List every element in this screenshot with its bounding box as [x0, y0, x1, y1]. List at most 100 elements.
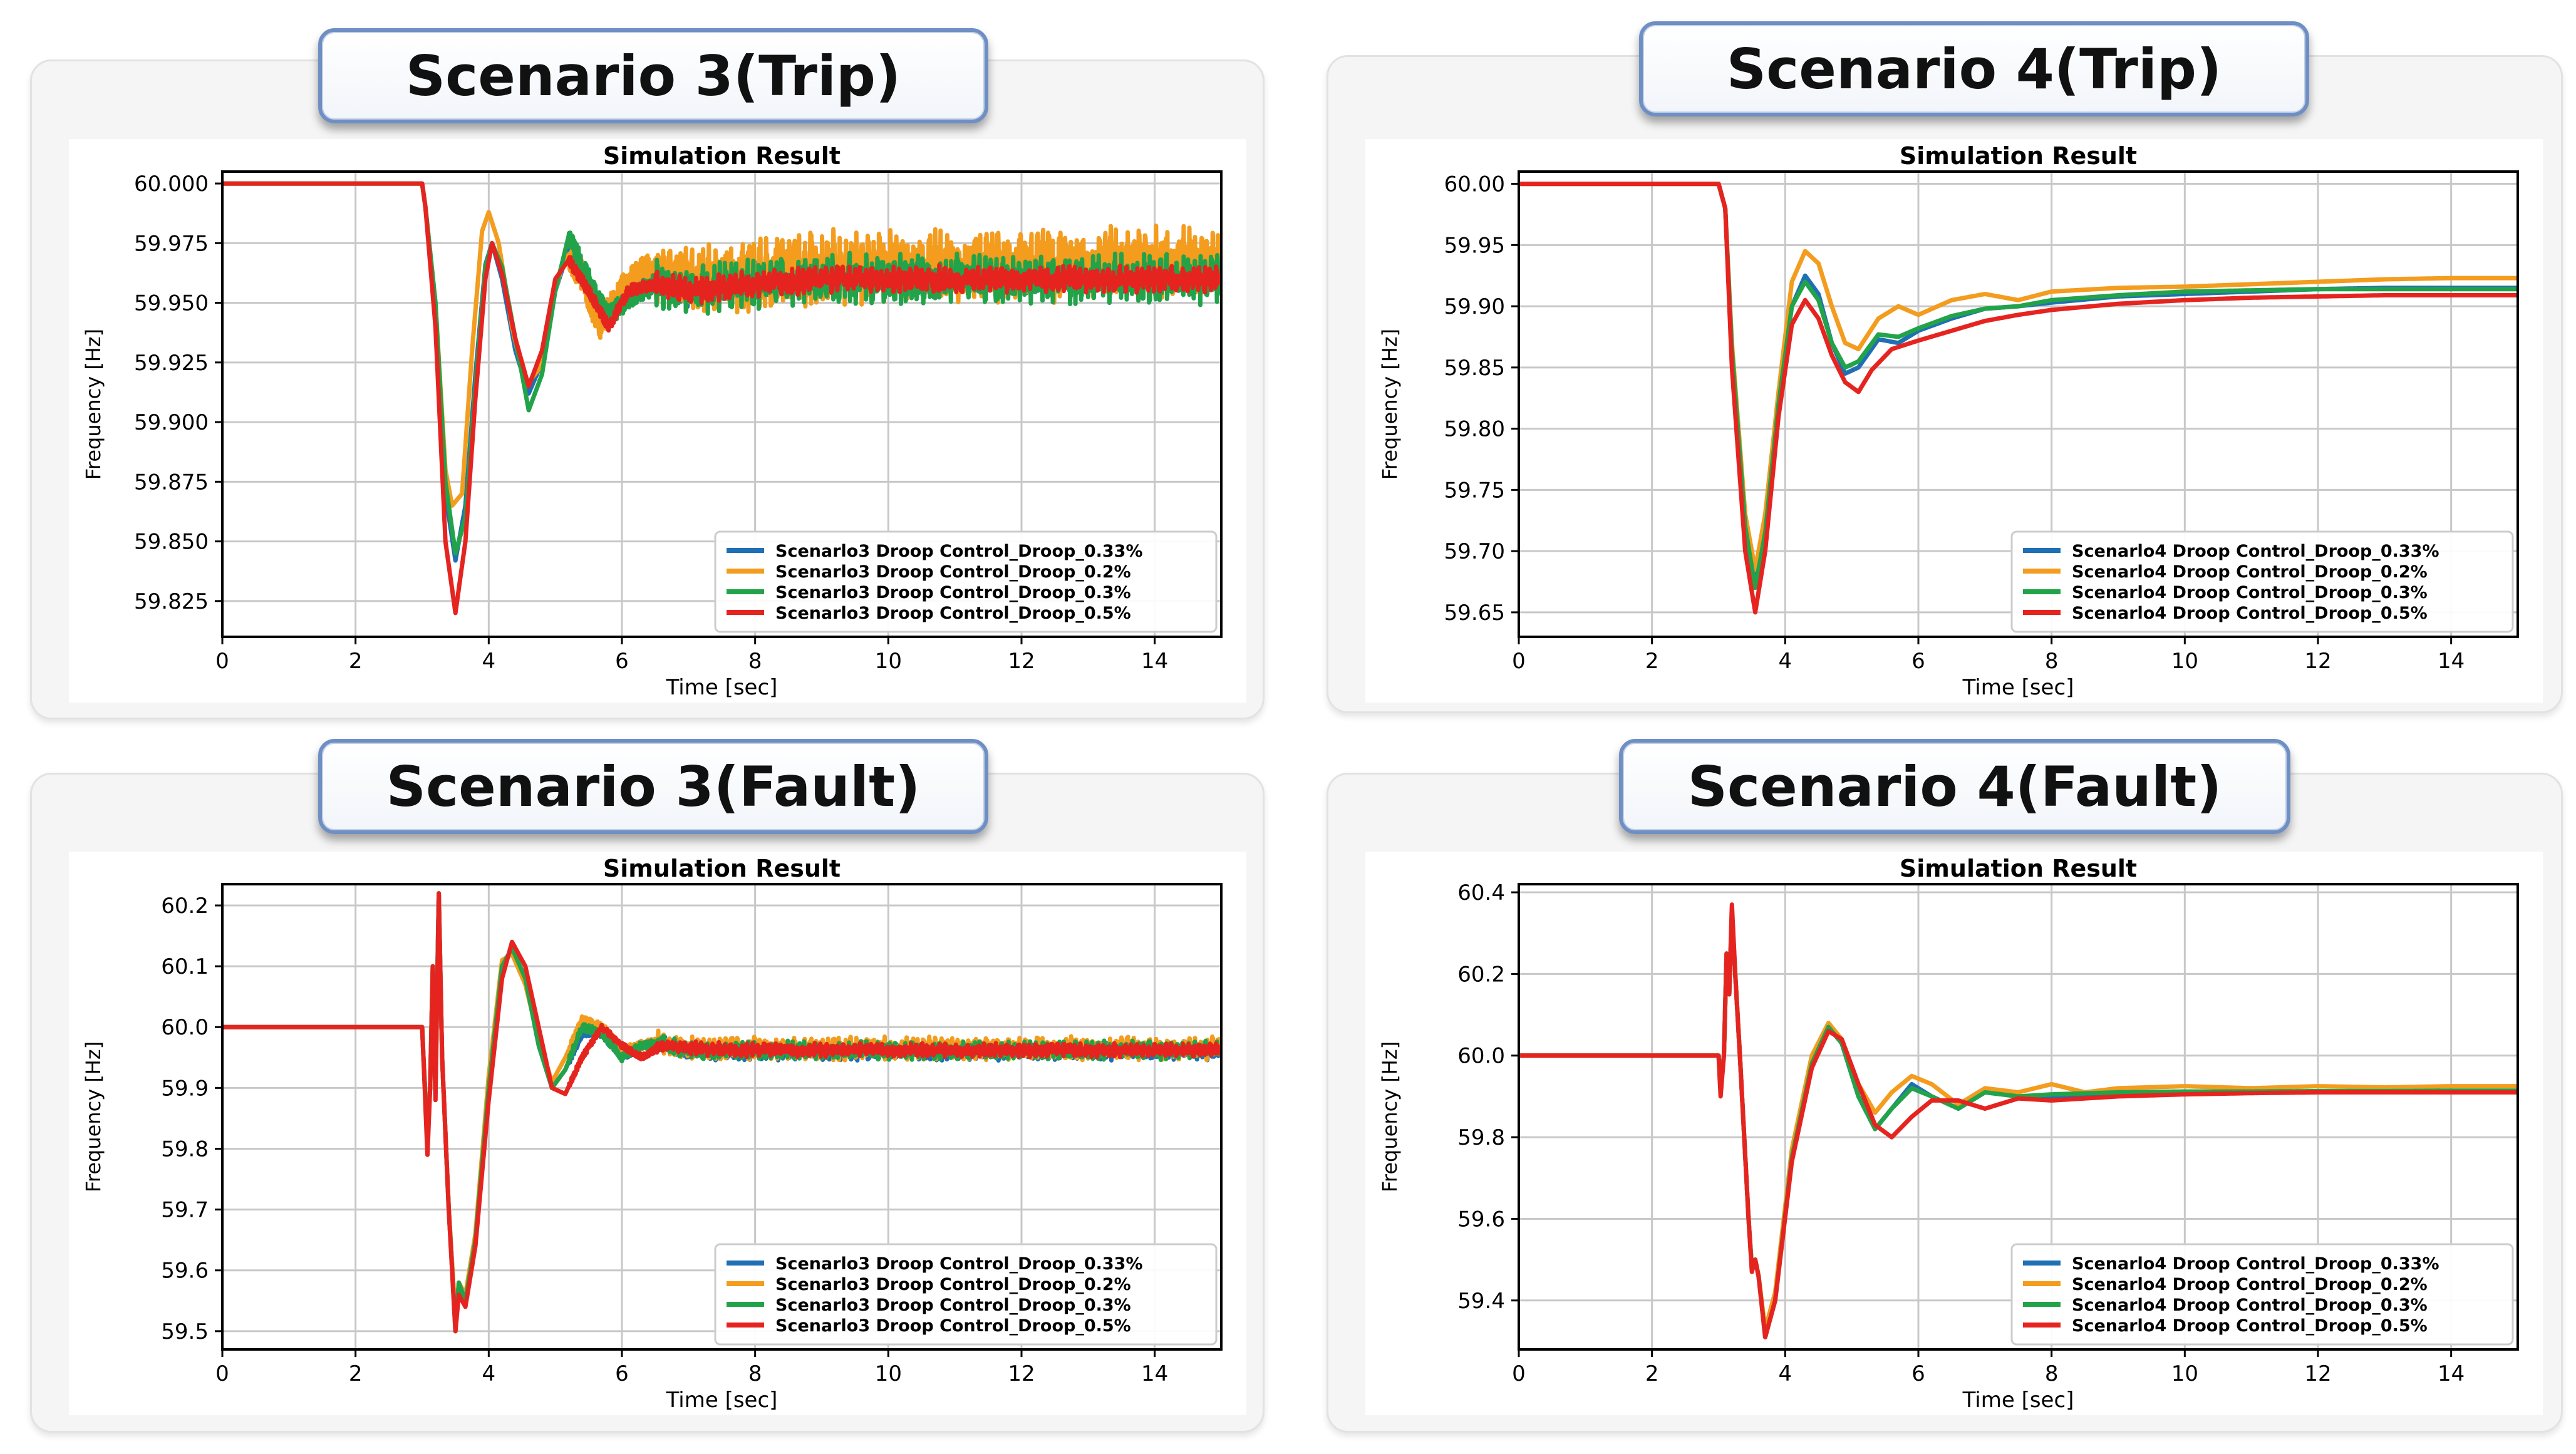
y-tick-label: 59.90 — [1444, 294, 1505, 319]
chart-title: Simulation Result — [1900, 142, 2137, 170]
x-axis-label: Time [sec] — [666, 675, 778, 700]
legend: Scenarlo3 Droop Control_Droop_0.33%Scena… — [714, 530, 1218, 633]
chart-scenario4-fault: 0 2 4 6 8 10 12 14 59.4 59.6 59.8 60.0 60.2 60.4 Simul… — [1365, 852, 2543, 1415]
legend: Scenarlo4 Droop Control_Droop_0.33%Scena… — [2010, 530, 2514, 633]
y-tick-label: 60.1 — [161, 954, 209, 979]
x-tick-label: 12 — [1008, 1361, 1035, 1386]
legend-label-2: Scenarlo3 Droop Control_Droop_0.2% — [775, 1275, 1131, 1294]
x-tick-label: 14 — [2438, 1361, 2465, 1386]
chart-root: 0 2 4 6 8 10 12 14 59.65 59.70 59.75 59.80 59.85 59.9… — [1365, 139, 2543, 703]
series-group — [222, 181, 1221, 616]
legend-label-1: Scenarlo3 Droop Control_Droop_0.33% — [775, 1254, 1143, 1274]
series-line-4 — [1519, 182, 2518, 615]
series-group — [222, 891, 1221, 1334]
y-tick-label: 59.95 — [1444, 233, 1505, 258]
y-tick-label: 60.2 — [1457, 962, 1505, 987]
x-tick-label: 8 — [748, 1361, 762, 1386]
x-tick-label: 4 — [1779, 649, 1792, 674]
y-tick-label: 59.85 — [1444, 356, 1505, 381]
x-tick-label: 2 — [1645, 1361, 1659, 1386]
y-tick-label: 59.5 — [161, 1319, 209, 1344]
x-tick-label: 14 — [2438, 649, 2465, 674]
legend-label-1: Scenarlo3 Droop Control_Droop_0.33% — [775, 542, 1143, 561]
x-tick-label: 10 — [875, 1361, 902, 1386]
x-tick-label: 4 — [482, 1361, 496, 1386]
y-tick-label: 59.825 — [134, 589, 209, 614]
x-tick-label: 12 — [2304, 1361, 2331, 1386]
y-tick-label: 59.80 — [1444, 417, 1505, 442]
y-tick-label: 59.8 — [161, 1137, 209, 1162]
x-tick-label: 0 — [1512, 649, 1526, 674]
chart-title: Simulation Result — [1900, 855, 2137, 882]
chart-scenario3-trip: 0 2 4 6 8 10 12 14 59.825 59.850 59.875 59.900 59.92… — [69, 139, 1246, 703]
legend-label-3: Scenarlo3 Droop Control_Droop_0.3% — [775, 583, 1131, 602]
y-tick-label: 59.975 — [134, 231, 209, 256]
chart-title: Simulation Result — [603, 855, 841, 882]
chart-scenario3-fault: 0 2 4 6 8 10 12 14 59.5 59.6 59.7 59.8 59.9 60.0 60.1 6… — [69, 852, 1246, 1415]
x-tick-label: 14 — [1141, 649, 1168, 674]
axes-frame — [221, 170, 1223, 638]
y-tick-label: 59.75 — [1444, 478, 1505, 503]
y-tick-label: 59.850 — [134, 530, 209, 555]
x-axis-label: Time [sec] — [1962, 1388, 2074, 1413]
y-axis-label: Frequency [Hz] — [81, 1041, 105, 1192]
legend-box — [2010, 1243, 2514, 1346]
chart-root: 0 2 4 6 8 10 12 14 59.825 59.850 59.875 59.900 59.92… — [69, 139, 1246, 703]
chart-root: 0 2 4 6 8 10 12 14 59.4 59.6 59.8 60.0 60.2 60.4 Simul… — [1365, 852, 2543, 1415]
y-tick-label: 59.900 — [134, 410, 209, 435]
legend-label-4: Scenarlo3 Droop Control_Droop_0.5% — [775, 604, 1131, 623]
x-tick-label: 6 — [1911, 1361, 1925, 1386]
legend-label-1: Scenarlo4 Droop Control_Droop_0.33% — [2072, 542, 2439, 561]
legend-label-4: Scenarlo3 Droop Control_Droop_0.5% — [775, 1316, 1131, 1336]
y-tick-label: 60.00 — [1444, 172, 1505, 197]
legend-label-2: Scenarlo4 Droop Control_Droop_0.2% — [2072, 1275, 2428, 1294]
x-tick-label: 6 — [615, 1361, 629, 1386]
x-tick-label: 6 — [1911, 649, 1925, 674]
legend-box — [2010, 530, 2514, 633]
series-line-4 — [222, 891, 1221, 1334]
panel-title-scenario3-fault: Scenario 3(Fault) — [318, 739, 988, 834]
x-tick-label: 12 — [1008, 649, 1035, 674]
legend-box — [714, 530, 1218, 633]
legend-box — [714, 1243, 1218, 1346]
legend-label-3: Scenarlo4 Droop Control_Droop_0.3% — [2072, 1296, 2428, 1315]
legend-label-4: Scenarlo4 Droop Control_Droop_0.5% — [2072, 1316, 2428, 1336]
legend-label-3: Scenarlo4 Droop Control_Droop_0.3% — [2072, 583, 2428, 602]
legend-label-3: Scenarlo3 Droop Control_Droop_0.3% — [775, 1296, 1131, 1315]
y-tick-label: 59.65 — [1444, 601, 1505, 626]
series-line-4 — [222, 181, 1221, 616]
x-tick-label: 0 — [215, 1361, 229, 1386]
x-tick-label: 10 — [875, 649, 902, 674]
series-line-4 — [1519, 902, 2518, 1339]
y-tick-label: 59.4 — [1457, 1289, 1505, 1314]
y-tick-label: 59.875 — [134, 470, 209, 495]
x-tick-label: 14 — [1141, 1361, 1168, 1386]
y-axis-label: Frequency [Hz] — [81, 329, 105, 480]
x-tick-label: 8 — [2045, 1361, 2059, 1386]
chart-root: 0 2 4 6 8 10 12 14 59.5 59.6 59.7 59.8 59.9 60.0 60.1 6… — [69, 852, 1246, 1415]
x-tick-label: 0 — [1512, 1361, 1526, 1386]
x-tick-label: 6 — [615, 649, 629, 674]
x-tick-label: 4 — [482, 649, 496, 674]
y-tick-label: 59.925 — [134, 351, 209, 376]
x-tick-label: 2 — [1645, 649, 1659, 674]
y-tick-label: 60.2 — [161, 894, 209, 919]
x-axis-label: Time [sec] — [1962, 675, 2074, 700]
y-tick-label: 60.000 — [134, 172, 209, 197]
y-tick-label: 60.4 — [1457, 880, 1505, 905]
axes-frame — [1518, 883, 2519, 1351]
y-tick-label: 59.70 — [1444, 539, 1505, 564]
legend: Scenarlo3 Droop Control_Droop_0.33%Scena… — [714, 1243, 1218, 1346]
x-tick-label: 10 — [2171, 649, 2198, 674]
y-axis-label: Frequency [Hz] — [1378, 1041, 1402, 1192]
y-tick-label: 60.0 — [161, 1015, 209, 1040]
x-tick-label: 12 — [2304, 649, 2331, 674]
legend-label-2: Scenarlo3 Droop Control_Droop_0.2% — [775, 562, 1131, 582]
panel-title-scenario4-trip: Scenario 4(Trip) — [1639, 21, 2309, 116]
y-tick-label: 59.950 — [134, 291, 209, 316]
legend-label-2: Scenarlo4 Droop Control_Droop_0.2% — [2072, 562, 2428, 582]
legend-label-4: Scenarlo4 Droop Control_Droop_0.5% — [2072, 604, 2428, 623]
axes-frame — [1518, 170, 2519, 638]
x-tick-label: 2 — [349, 649, 363, 674]
x-tick-label: 0 — [215, 649, 229, 674]
